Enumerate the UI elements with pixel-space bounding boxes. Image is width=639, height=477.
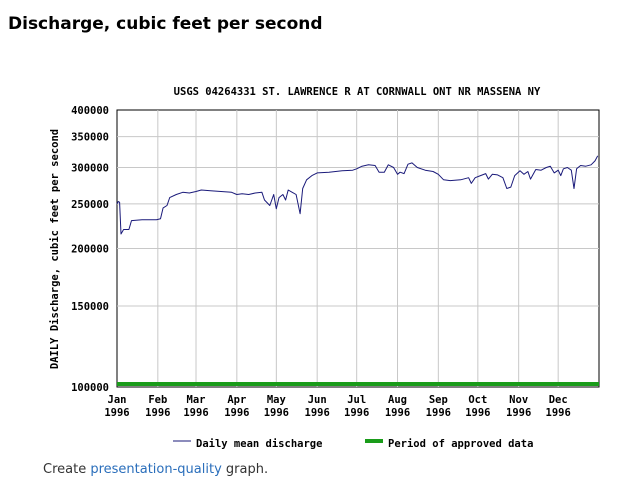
grid-lines (117, 110, 599, 387)
x-tick-month: Aug (388, 394, 407, 406)
y-tick-label: 100000 (71, 382, 109, 394)
x-tick-year: 1996 (344, 407, 369, 419)
y-axis-ticks: 100000 150000 200000 250000 300000 350000 4000… (71, 105, 109, 394)
y-axis-label: DAILY Discharge, cubic feet per second (49, 129, 61, 369)
x-tick-year: 1996 (145, 407, 170, 419)
x-tick-year: 1996 (426, 407, 451, 419)
legend-approved-swatch (365, 439, 383, 443)
x-tick-month: Dec (549, 394, 568, 406)
x-tick-year: 1996 (546, 407, 571, 419)
x-tick-year: 1996 (104, 407, 129, 419)
page-heading: Discharge, cubic feet per second (8, 14, 323, 34)
x-tick-month: Nov (509, 394, 528, 406)
x-tick-year: 1996 (183, 407, 208, 419)
footer: Create presentation-quality graph. (43, 462, 268, 477)
chart-title: USGS 04264331 ST. LAWRENCE R AT CORNWALL… (174, 86, 541, 98)
y-tick-label: 350000 (71, 132, 109, 144)
y-tick-label: 150000 (71, 301, 109, 313)
presentation-quality-link[interactable]: presentation-quality (90, 462, 222, 477)
y-tick-label: 300000 (71, 162, 109, 174)
series-layer (116, 155, 599, 386)
y-tick-label: 200000 (71, 244, 109, 256)
x-tick-month: Oct (468, 394, 487, 406)
x-tick-year: 1996 (224, 407, 249, 419)
x-tick-month: Apr (227, 394, 246, 406)
x-tick-month: May (267, 394, 287, 406)
footer-prefix: Create (43, 462, 91, 477)
x-tick-year: 1996 (465, 407, 490, 419)
approved-data-bar (117, 382, 599, 386)
x-tick-month: Jun (308, 394, 327, 406)
x-tick-month: Jan (108, 394, 127, 406)
legend-approved-label: Period of approved data (388, 438, 533, 450)
x-tick-year: 1996 (305, 407, 330, 419)
x-tick-year: 1996 (385, 407, 410, 419)
x-axis-ticks: Jan1996Feb1996Mar1996Apr1996May1996Jun19… (104, 394, 570, 419)
footer-suffix: graph. (221, 462, 269, 477)
legend: Daily mean discharge Period of approved d… (173, 438, 533, 450)
x-tick-month: Mar (187, 394, 206, 406)
x-tick-year: 1996 (264, 407, 289, 419)
y-tick-label: 250000 (71, 199, 109, 211)
legend-discharge-label: Daily mean discharge (196, 438, 322, 450)
y-tick-label: 400000 (71, 105, 109, 117)
x-tick-month: Feb (148, 394, 167, 406)
x-tick-month: Sep (429, 394, 448, 406)
x-tick-year: 1996 (506, 407, 531, 419)
discharge-line (116, 155, 599, 235)
x-tick-month: Jul (347, 394, 366, 406)
